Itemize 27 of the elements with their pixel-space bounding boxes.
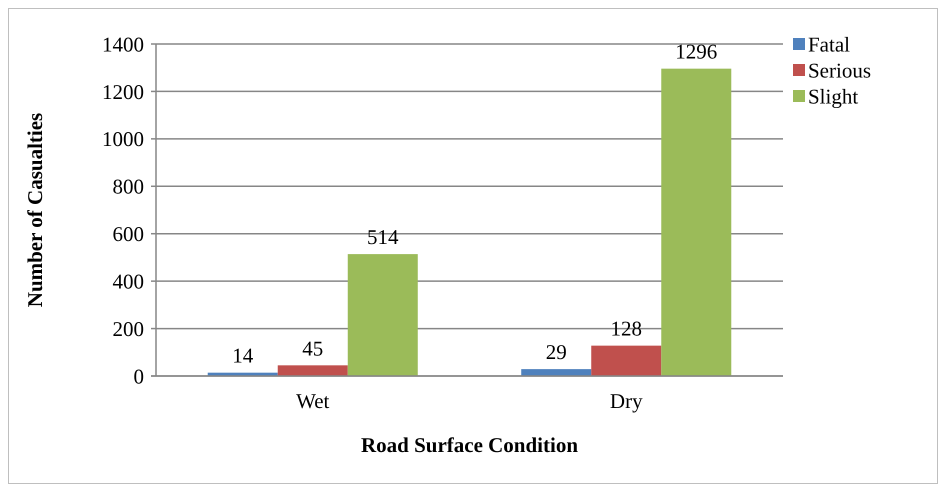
data-label: 514	[367, 225, 400, 250]
data-label: 45	[302, 336, 324, 360]
y-tick-label: 1200	[102, 80, 144, 104]
x-axis-title: Road Surface Condition	[360, 433, 578, 457]
y-tick-label: 800	[112, 174, 144, 199]
bar	[348, 254, 418, 376]
y-tick-label: 600	[112, 222, 144, 246]
bar	[521, 369, 592, 376]
data-label: 1296	[675, 40, 718, 64]
legend-label: Serious	[808, 58, 871, 82]
x-tick-label: Wet	[296, 389, 330, 413]
y-tick-label: 0	[134, 364, 144, 388]
y-tick-label: 1000	[102, 127, 144, 152]
y-tick-label: 1400	[102, 32, 144, 56]
legend-label: Fatal	[808, 32, 850, 56]
data-label: 29	[546, 340, 567, 364]
y-tick-label: 200	[112, 316, 144, 341]
data-label: 14	[232, 344, 254, 368]
bar	[278, 365, 348, 376]
y-axis-title: Number of Casualties	[23, 112, 47, 308]
bar	[661, 68, 732, 376]
legend-label: Slight	[808, 84, 858, 108]
x-tick-label: Dry	[610, 389, 644, 413]
y-tick-label: 400	[112, 269, 144, 294]
bar	[208, 372, 278, 376]
data-label: 128	[610, 316, 642, 341]
bar	[591, 346, 662, 376]
